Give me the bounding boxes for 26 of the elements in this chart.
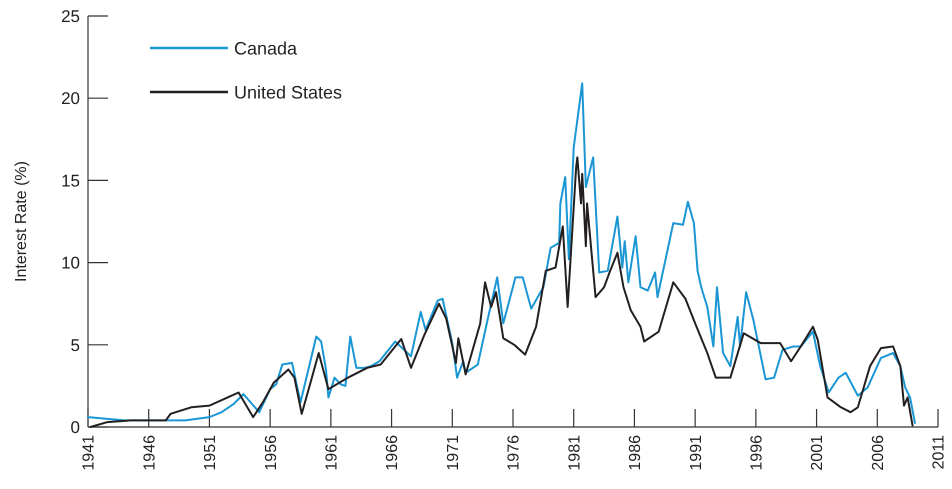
- y-tick-label: 5: [70, 336, 80, 355]
- y-axis-title: Interest Rate (%): [13, 161, 30, 282]
- x-tick-label: 1941: [80, 434, 98, 471]
- line-series: [89, 156, 914, 428]
- x-tick-label: 2011: [930, 434, 948, 470]
- x-tick-label: 1986: [627, 434, 644, 471]
- y-tick-label: 0: [70, 418, 80, 437]
- y-tick-label: 15: [61, 171, 80, 190]
- x-tick-label: 2006: [870, 434, 887, 471]
- legend-label: Canada: [234, 38, 298, 58]
- x-tick-label: 1966: [384, 434, 402, 471]
- x-tick-label: 1981: [566, 434, 584, 471]
- x-tick-label: 1961: [323, 434, 340, 471]
- legend-label: United States: [234, 82, 342, 102]
- x-tick-label: 1971: [444, 434, 462, 471]
- line-series: [87, 82, 916, 424]
- x-tick-label: 1976: [506, 434, 523, 471]
- x-tick-label: 1951: [202, 434, 220, 471]
- y-tick-label: 10: [61, 254, 80, 273]
- y-tick-label: 20: [61, 89, 80, 108]
- y-tick-label: 25: [61, 6, 80, 26]
- x-tick-label: 2001: [809, 434, 826, 471]
- x-tick-label: 1991: [688, 434, 705, 471]
- x-tick-label: 1996: [748, 434, 766, 471]
- x-tick-label: 1946: [141, 434, 158, 471]
- x-tick-label: 1956: [262, 434, 280, 471]
